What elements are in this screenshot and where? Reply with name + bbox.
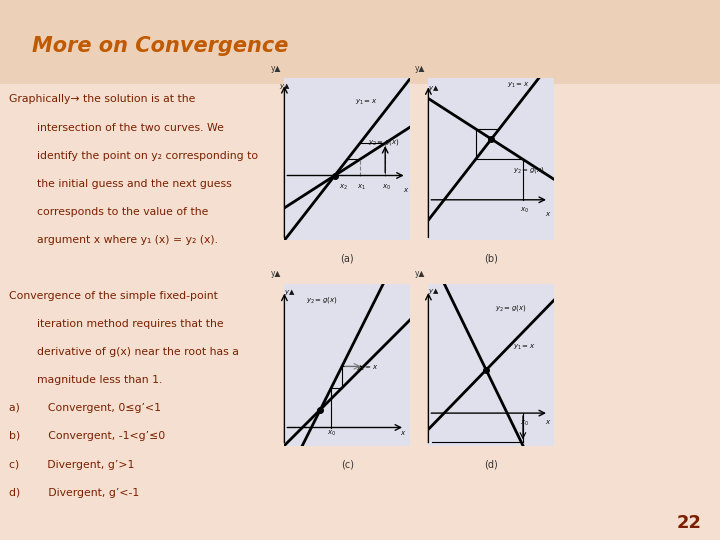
Text: $y_1 = x$: $y_1 = x$ bbox=[355, 98, 377, 107]
Text: magnitude less than 1.: magnitude less than 1. bbox=[9, 375, 162, 386]
Text: $x$: $x$ bbox=[403, 186, 409, 194]
Text: b)        Convergent, -1<g’≤0: b) Convergent, -1<g’≤0 bbox=[9, 431, 165, 442]
Text: corresponds to the value of the: corresponds to the value of the bbox=[9, 207, 208, 217]
Text: Convergence of the simple fixed-point: Convergence of the simple fixed-point bbox=[9, 291, 217, 301]
Text: $y$▲: $y$▲ bbox=[428, 84, 440, 93]
Text: (a): (a) bbox=[341, 254, 354, 264]
Text: (d): (d) bbox=[485, 459, 498, 469]
Text: c)        Divergent, g’>1: c) Divergent, g’>1 bbox=[9, 460, 134, 470]
Text: argument x where y₁ (x) = y₂ (x).: argument x where y₁ (x) = y₂ (x). bbox=[9, 235, 217, 245]
Text: (c): (c) bbox=[341, 459, 354, 469]
Text: d)        Divergent, g’<-1: d) Divergent, g’<-1 bbox=[9, 488, 139, 498]
Text: $x_2$: $x_2$ bbox=[339, 183, 348, 192]
Text: $x_0$: $x_0$ bbox=[327, 429, 336, 438]
Text: a)        Convergent, 0≤g’<1: a) Convergent, 0≤g’<1 bbox=[9, 403, 161, 414]
Text: Graphically→ the solution is at the: Graphically→ the solution is at the bbox=[9, 94, 195, 105]
Text: $x_1$: $x_1$ bbox=[357, 183, 366, 192]
Text: identify the point on y₂ corresponding to: identify the point on y₂ corresponding t… bbox=[9, 151, 258, 161]
Text: intersection of the two curves. We: intersection of the two curves. We bbox=[9, 123, 223, 133]
Text: the initial guess and the next guess: the initial guess and the next guess bbox=[9, 179, 231, 189]
Text: y▲: y▲ bbox=[415, 269, 425, 278]
Text: $x_0$: $x_0$ bbox=[520, 418, 529, 428]
Text: derivative of g(x) near the root has a: derivative of g(x) near the root has a bbox=[9, 347, 238, 357]
Text: y▲: y▲ bbox=[415, 64, 425, 73]
Text: $y_2 = g(x)$: $y_2 = g(x)$ bbox=[368, 137, 400, 146]
Text: $y$▲: $y$▲ bbox=[428, 286, 440, 296]
Text: $x$: $x$ bbox=[400, 429, 406, 437]
Text: (b): (b) bbox=[485, 254, 498, 264]
Text: iteration method requires that the: iteration method requires that the bbox=[9, 319, 223, 329]
Text: $x_0$: $x_0$ bbox=[520, 206, 529, 215]
Text: $x_0$: $x_0$ bbox=[382, 183, 391, 192]
Text: $y_2 = g(x)$: $y_2 = g(x)$ bbox=[495, 303, 526, 313]
Text: $y_2 = g(x)$: $y_2 = g(x)$ bbox=[513, 165, 545, 175]
Text: $y$▲: $y$▲ bbox=[284, 287, 296, 298]
Text: y▲: y▲ bbox=[271, 64, 281, 73]
Text: 22: 22 bbox=[677, 514, 702, 532]
Text: $x$: $x$ bbox=[545, 418, 552, 427]
Text: $y_1 = x$: $y_1 = x$ bbox=[507, 80, 530, 90]
Text: y▲: y▲ bbox=[271, 269, 281, 278]
Text: $x$: $x$ bbox=[545, 210, 552, 218]
Bar bbox=[0, 0, 720, 84]
Text: $y_1 = x$: $y_1 = x$ bbox=[356, 364, 379, 373]
Text: $y_1 = x$: $y_1 = x$ bbox=[513, 342, 536, 352]
Text: More on Convergence: More on Convergence bbox=[32, 36, 289, 56]
Text: $y$▲: $y$▲ bbox=[279, 81, 291, 91]
Text: $y_2 = g(x)$: $y_2 = g(x)$ bbox=[306, 295, 338, 305]
